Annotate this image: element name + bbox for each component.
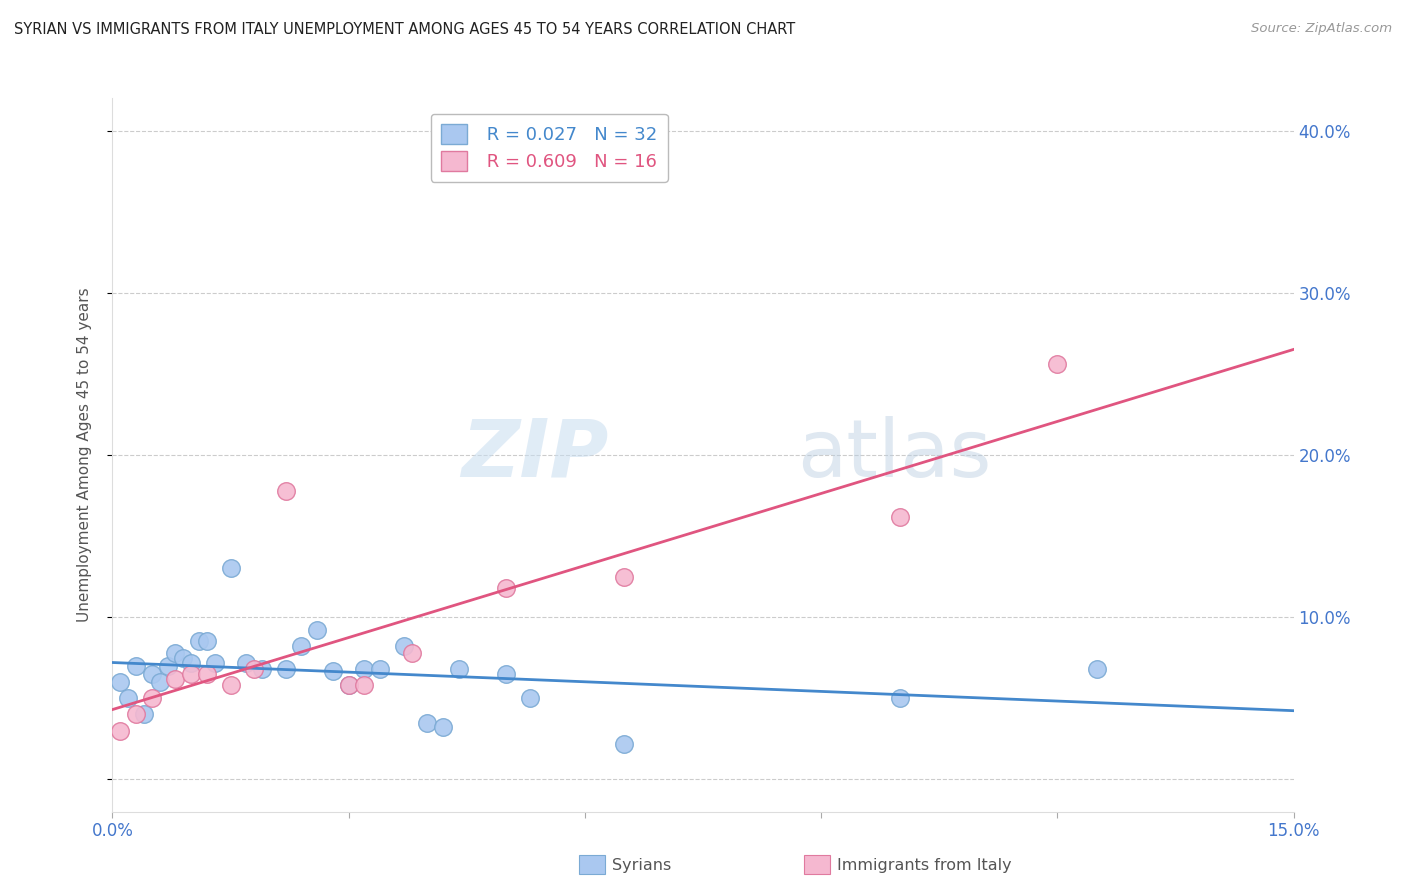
Point bbox=[243, 662, 266, 676]
Point bbox=[495, 666, 517, 681]
Point bbox=[337, 678, 360, 692]
Point bbox=[613, 737, 636, 751]
Point bbox=[401, 646, 423, 660]
Point bbox=[613, 569, 636, 583]
Point bbox=[447, 662, 470, 676]
Point bbox=[235, 656, 257, 670]
Point bbox=[889, 691, 911, 706]
Point bbox=[392, 640, 415, 654]
Point bbox=[141, 691, 163, 706]
Point bbox=[195, 666, 218, 681]
Point bbox=[132, 707, 155, 722]
Text: Source: ZipAtlas.com: Source: ZipAtlas.com bbox=[1251, 22, 1392, 36]
Point bbox=[1085, 662, 1108, 676]
Point bbox=[204, 656, 226, 670]
Point bbox=[180, 666, 202, 681]
Point bbox=[110, 723, 132, 738]
Point bbox=[149, 675, 172, 690]
Point bbox=[195, 634, 218, 648]
Point bbox=[889, 509, 911, 524]
Point bbox=[117, 691, 139, 706]
Point bbox=[172, 650, 194, 665]
Point bbox=[219, 678, 242, 692]
Y-axis label: Unemployment Among Ages 45 to 54 years: Unemployment Among Ages 45 to 54 years bbox=[77, 287, 91, 623]
Text: SYRIAN VS IMMIGRANTS FROM ITALY UNEMPLOYMENT AMONG AGES 45 TO 54 YEARS CORRELATI: SYRIAN VS IMMIGRANTS FROM ITALY UNEMPLOY… bbox=[14, 22, 796, 37]
Point bbox=[337, 678, 360, 692]
Point bbox=[219, 561, 242, 575]
Point bbox=[274, 662, 297, 676]
Point bbox=[307, 623, 329, 637]
Point bbox=[188, 634, 211, 648]
Point bbox=[165, 672, 187, 686]
Point bbox=[353, 678, 375, 692]
Point bbox=[416, 715, 439, 730]
Point bbox=[290, 640, 312, 654]
Point bbox=[250, 662, 273, 676]
Text: Immigrants from Italy: Immigrants from Italy bbox=[837, 858, 1011, 872]
Point bbox=[274, 483, 297, 498]
Point bbox=[432, 720, 454, 734]
Point bbox=[180, 656, 202, 670]
Point bbox=[1046, 357, 1069, 371]
Point bbox=[322, 664, 344, 678]
Point bbox=[165, 646, 187, 660]
Point bbox=[125, 707, 148, 722]
Point bbox=[125, 658, 148, 673]
Point bbox=[519, 691, 541, 706]
Point bbox=[110, 675, 132, 690]
Text: atlas: atlas bbox=[797, 416, 991, 494]
Point bbox=[368, 662, 391, 676]
Point bbox=[156, 658, 179, 673]
Legend:  R = 0.027   N = 32,  R = 0.609   N = 16: R = 0.027 N = 32, R = 0.609 N = 16 bbox=[432, 114, 668, 182]
Point bbox=[141, 666, 163, 681]
Point bbox=[495, 581, 517, 595]
Text: ZIP: ZIP bbox=[461, 416, 609, 494]
Text: Syrians: Syrians bbox=[612, 858, 671, 872]
Point bbox=[353, 662, 375, 676]
